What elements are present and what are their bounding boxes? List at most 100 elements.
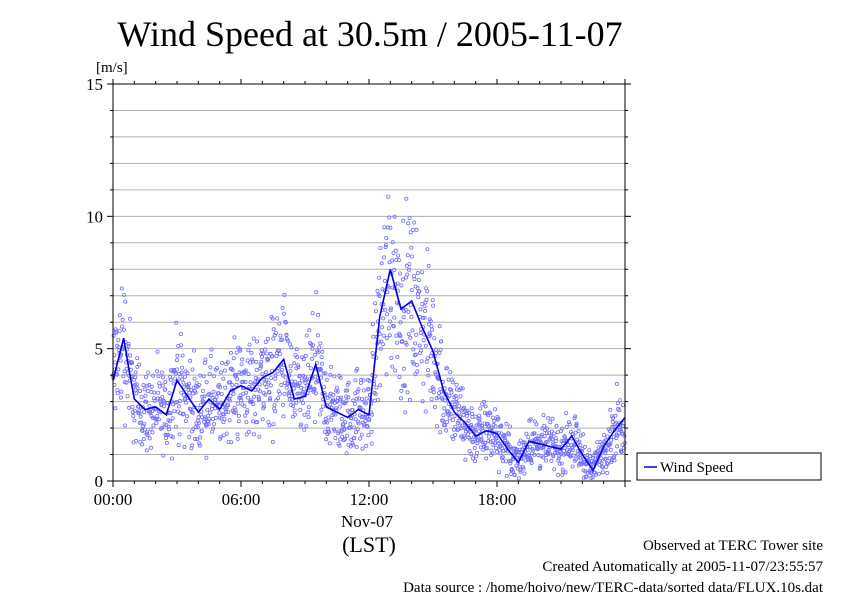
- scatter-point: [176, 442, 181, 447]
- scatter-point: [331, 397, 336, 402]
- scatter-point: [302, 412, 307, 417]
- scatter-point: [456, 427, 461, 432]
- scatter-point: [575, 449, 580, 454]
- scatter-point: [308, 366, 313, 371]
- scatter-point: [354, 444, 359, 449]
- scatter-point: [188, 358, 193, 363]
- scatter-point: [241, 379, 246, 384]
- scatter-point: [165, 432, 170, 437]
- scatter-point: [134, 391, 139, 396]
- scatter-point: [326, 415, 331, 420]
- scatter-point: [409, 314, 414, 319]
- scatter-point: [399, 388, 404, 393]
- scatter-point: [190, 410, 195, 415]
- scatter-point: [471, 435, 476, 440]
- scatter-point: [208, 353, 213, 358]
- scatter-point: [316, 350, 321, 355]
- scatter-point: [518, 438, 523, 443]
- scatter-point: [318, 367, 323, 372]
- scatter-point: [263, 370, 268, 375]
- scatter-point: [408, 335, 413, 340]
- scatter-point: [214, 394, 219, 399]
- scatter-point: [333, 435, 338, 440]
- scatter-point: [151, 373, 156, 378]
- scatter-point: [198, 435, 203, 440]
- scatter-point: [613, 413, 618, 418]
- scatter-point: [178, 343, 183, 348]
- scatter-point: [320, 349, 325, 354]
- scatter-point: [138, 414, 143, 419]
- scatter-point: [542, 423, 547, 428]
- scatter-point: [401, 315, 406, 320]
- scatter-point: [292, 412, 297, 417]
- scatter-point: [127, 316, 132, 321]
- scatter-point: [113, 360, 118, 365]
- date-label: Nov-07: [341, 512, 393, 531]
- scatter-point: [600, 470, 605, 475]
- scatter-point: [333, 412, 338, 417]
- scatter-point: [401, 366, 406, 371]
- scatter-point: [324, 377, 329, 382]
- scatter-point: [580, 446, 585, 451]
- scatter-point: [270, 439, 275, 444]
- scatter-point: [329, 364, 334, 369]
- scatter-point: [566, 420, 571, 425]
- scatter-point: [373, 301, 378, 306]
- scatter-point: [369, 412, 374, 417]
- scatter-point: [391, 324, 396, 329]
- scatter-point: [506, 432, 511, 437]
- scatter-point: [245, 358, 250, 363]
- scatter-point: [529, 458, 534, 463]
- scatter-point: [396, 258, 401, 263]
- scatter-point: [306, 415, 311, 420]
- scatter-point: [150, 430, 155, 435]
- scatter-point: [119, 324, 124, 329]
- scatter-point: [622, 446, 627, 451]
- scatter-point: [312, 420, 317, 425]
- scatter-point: [441, 413, 446, 418]
- scatter-point: [205, 407, 210, 412]
- scatter-point: [231, 356, 236, 361]
- scatter-point: [353, 378, 358, 383]
- scatter-point: [395, 340, 400, 345]
- scatter-point: [466, 418, 471, 423]
- scatter-point: [312, 352, 317, 357]
- scatter-point: [195, 437, 200, 442]
- scatter-point: [369, 429, 374, 434]
- scatter-point: [561, 470, 566, 475]
- scatter-point: [458, 394, 463, 399]
- scatter-point: [543, 440, 548, 445]
- scatter-point: [608, 407, 613, 412]
- scatter-point: [429, 324, 434, 329]
- scatter-point: [464, 413, 469, 418]
- scatter-point: [420, 315, 425, 320]
- scatter-point: [118, 395, 123, 400]
- scatter-point: [130, 404, 135, 409]
- scatter-point: [287, 397, 292, 402]
- scatter-point: [397, 271, 402, 276]
- scatter-point: [302, 427, 307, 432]
- scatter-point: [284, 385, 289, 390]
- scatter-point: [245, 395, 250, 400]
- scatter-point: [179, 390, 184, 395]
- scatter-point: [336, 441, 341, 446]
- scatter-point: [146, 370, 151, 375]
- scatter-point: [250, 384, 255, 389]
- scatter-point: [343, 420, 348, 425]
- scatter-point: [460, 423, 465, 428]
- scatter-point: [371, 334, 376, 339]
- scatter-point: [407, 397, 412, 402]
- scatter-point: [338, 437, 343, 442]
- scatter-point: [233, 410, 238, 415]
- scatter-point: [267, 390, 272, 395]
- x-tick-label: 12:00: [350, 490, 389, 509]
- scatter-point: [217, 385, 222, 390]
- scatter-point: [252, 394, 257, 399]
- scatter-point: [517, 441, 522, 446]
- scatter-point: [226, 410, 231, 415]
- scatter-point: [265, 336, 270, 341]
- scatter-point: [382, 278, 387, 283]
- scatter-point: [223, 409, 228, 414]
- scatter-point: [480, 402, 485, 407]
- scatter-point: [426, 368, 431, 373]
